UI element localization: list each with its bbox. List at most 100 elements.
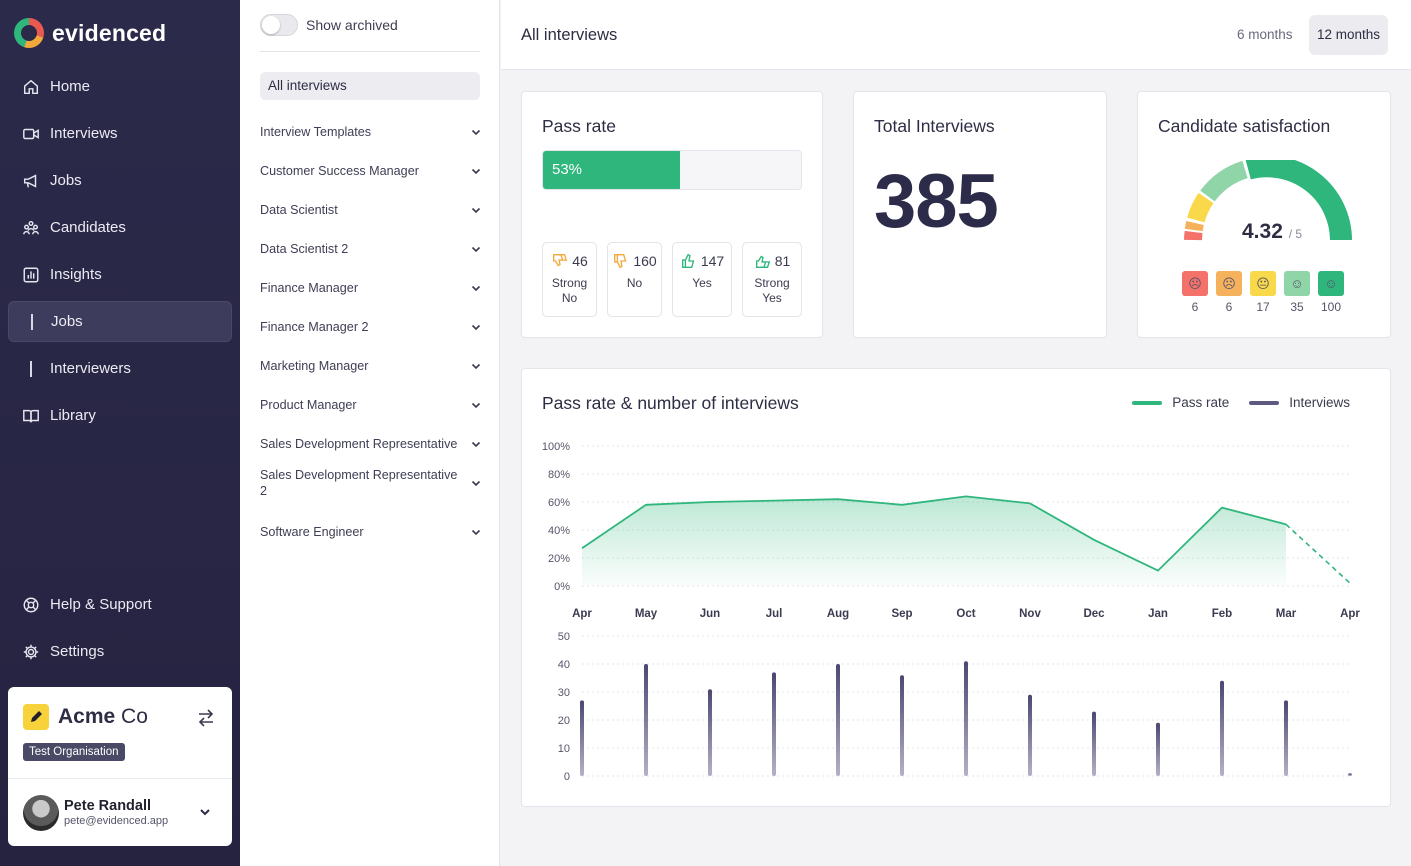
topbar: All interviews 6 months 12 months xyxy=(501,0,1411,70)
nav-item-library[interactable]: Library xyxy=(8,395,232,436)
interview-bar xyxy=(1156,722,1160,776)
gauge-segment-green xyxy=(1245,160,1352,241)
chevron-down-icon[interactable] xyxy=(198,805,212,819)
lifebuoy-icon xyxy=(22,596,40,614)
card-title: Total Interviews xyxy=(874,116,995,136)
chevron-down-icon xyxy=(471,480,481,487)
legend-swatch xyxy=(1249,400,1280,405)
nav-item-home[interactable]: Home xyxy=(8,66,232,107)
satisfaction-card: Candidate satisfaction 4.32 / 5 ☹ 6 ☹ 6 😐 17 ☺… xyxy=(1137,91,1391,338)
filter-item[interactable]: Finance Manager xyxy=(260,269,482,307)
y-tick-label: 0% xyxy=(554,581,570,593)
user-email: pete@evidenced.app xyxy=(64,815,169,827)
filter-item[interactable]: Finance Manager 2 xyxy=(260,308,482,346)
y-tick-label: 10 xyxy=(558,743,570,755)
satisfaction-face: ☹ 6 xyxy=(1216,271,1242,314)
y-tick-label: 60% xyxy=(548,497,570,509)
bottom-nav: Help & Support Settings xyxy=(8,584,232,678)
nav-item-jobs-sub[interactable]: Jobs xyxy=(8,301,232,342)
nav-item-settings[interactable]: Settings xyxy=(8,631,232,672)
gear-icon xyxy=(22,643,40,661)
page-title: All interviews xyxy=(521,26,618,44)
nav-label: Jobs xyxy=(50,172,82,189)
x-tick-label: Dec xyxy=(1083,608,1105,620)
x-tick-label: Apr xyxy=(1340,608,1360,620)
double-thumbs-down-icon xyxy=(553,254,568,267)
filter-item[interactable]: Software Engineer xyxy=(260,513,482,551)
org-name: Acme Co xyxy=(58,705,148,728)
legend-item-pass-rate[interactable]: Pass rate xyxy=(1132,395,1229,410)
vote-breakdown: 46 Strong No 160 No 147 Yes 81 Strong Ye… xyxy=(542,242,802,317)
sidebar: evidenced Home Interviews Jobs Candidate… xyxy=(0,0,240,866)
period-6-months[interactable]: 6 months xyxy=(1237,27,1293,42)
x-tick-label: Feb xyxy=(1212,608,1232,620)
filter-item[interactable]: Product Manager xyxy=(260,386,482,424)
interview-bar xyxy=(1348,773,1352,776)
filter-item[interactable]: Sales Development Representative 2 xyxy=(260,464,482,502)
nav-item-candidates[interactable]: Candidates xyxy=(8,207,232,248)
logo-text: evidenced xyxy=(52,19,167,46)
gauge-segment-red xyxy=(1184,230,1203,241)
card-title: Pass rate xyxy=(542,116,616,136)
chevron-down-icon xyxy=(471,324,481,331)
filter-item[interactable]: Data Scientist xyxy=(260,191,482,229)
chevron-down-icon xyxy=(471,207,481,214)
face-count: 35 xyxy=(1290,300,1304,314)
nav-label: Insights xyxy=(50,266,102,283)
avatar xyxy=(23,795,59,831)
filter-item-label: Data Scientist xyxy=(260,203,338,217)
chevron-down-icon xyxy=(471,246,481,253)
pencil-icon xyxy=(23,704,49,730)
interview-bar xyxy=(1220,680,1224,776)
pass-rate-line xyxy=(581,495,1287,572)
nav-item-interviews[interactable]: Interviews xyxy=(8,113,232,154)
vote-no: 160 No xyxy=(607,242,662,317)
filter-item-label: Sales Development Representative xyxy=(260,437,458,451)
period-12-months[interactable]: 12 months xyxy=(1309,15,1389,55)
book-icon xyxy=(22,407,40,425)
nav-item-interviewers[interactable]: Interviewers xyxy=(8,348,232,389)
toggle-label: Show archived xyxy=(306,17,398,33)
x-tick-label: Apr xyxy=(572,608,592,620)
chart-legend: Pass rate Interviews xyxy=(1132,395,1350,410)
filter-item[interactable]: Marketing Manager xyxy=(260,347,482,385)
filter-item[interactable]: Data Scientist 2 xyxy=(260,230,482,268)
face-count: 6 xyxy=(1191,300,1199,314)
nav-item-insights[interactable]: Insights xyxy=(8,254,232,295)
gauge-segment-orange xyxy=(1184,221,1204,232)
legend-item-interviews[interactable]: Interviews xyxy=(1249,395,1350,410)
user-menu[interactable]: Pete Randall pete@evidenced.app xyxy=(8,779,232,845)
vote-label: Yes xyxy=(692,276,712,290)
chevron-down-icon xyxy=(471,168,481,175)
pass-rate-projection-line xyxy=(1285,523,1351,584)
vote-yes: 147 Yes xyxy=(672,242,732,317)
pass-rate-fill: 53% xyxy=(543,151,680,189)
nav-label: Help & Support xyxy=(50,596,152,613)
chevron-down-icon xyxy=(471,129,481,136)
chevron-down-icon xyxy=(471,363,481,370)
swap-icon[interactable] xyxy=(195,707,217,729)
filter-item[interactable]: Interview Templates xyxy=(260,113,482,151)
nav-label: Settings xyxy=(50,643,105,660)
people-icon xyxy=(22,219,40,237)
nav-item-jobs[interactable]: Jobs xyxy=(8,160,232,201)
logo[interactable]: evidenced xyxy=(14,18,166,48)
video-icon xyxy=(22,125,40,143)
filter-item[interactable]: Customer Success Manager xyxy=(260,152,482,190)
face-icon: 😐 xyxy=(1250,271,1276,296)
nav-item-help[interactable]: Help & Support xyxy=(8,584,232,625)
x-tick-label: May xyxy=(635,608,658,620)
org-switcher[interactable]: Acme Co Test Organisation xyxy=(8,687,232,779)
show-archived-toggle[interactable] xyxy=(260,14,298,36)
filter-panel: Show archived All interviews Interview T… xyxy=(240,0,500,866)
chevron-down-icon xyxy=(471,441,481,448)
filter-item-label: Finance Manager 2 xyxy=(260,320,369,334)
org-badge: Test Organisation xyxy=(23,743,125,761)
filter-item-label: Finance Manager xyxy=(260,281,359,295)
total-interviews-value: 385 xyxy=(874,159,999,244)
megaphone-icon xyxy=(22,172,40,190)
filter-item[interactable]: Sales Development Representative xyxy=(260,425,482,463)
vote-label: No xyxy=(626,276,643,290)
filter-all-interviews[interactable]: All interviews xyxy=(260,72,480,100)
show-archived-row: Show archived xyxy=(260,14,480,52)
